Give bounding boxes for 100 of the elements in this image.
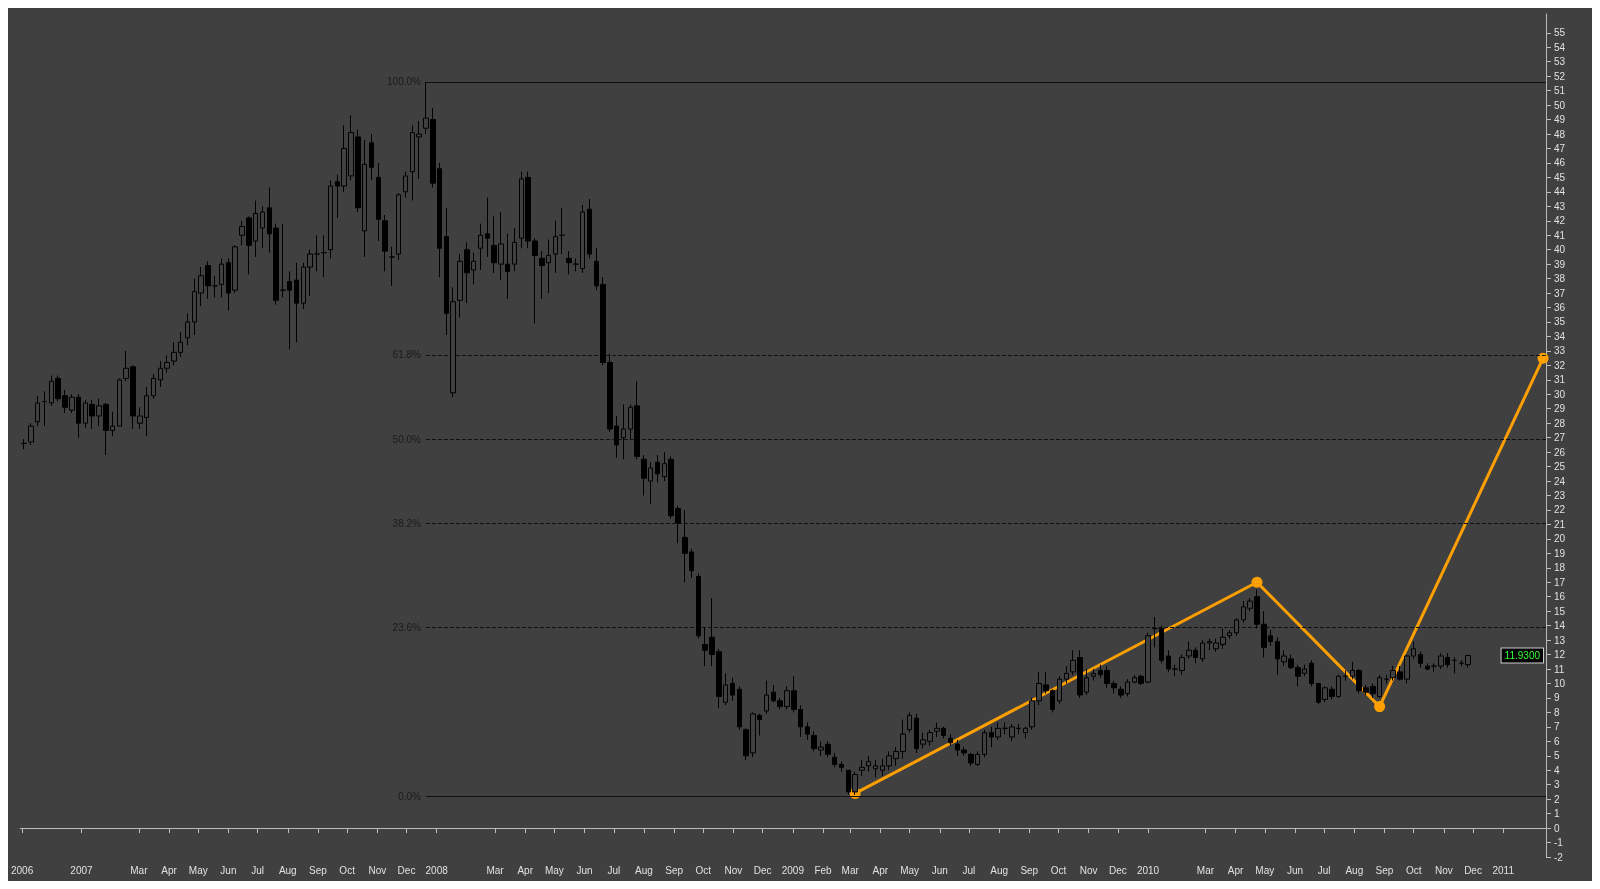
x-tick-label: 2011: [1492, 864, 1515, 876]
candlestick: [212, 275, 218, 298]
y-tick-label: 3: [1554, 779, 1560, 791]
candlestick: [1343, 669, 1348, 682]
candlestick: [328, 179, 333, 259]
x-tick-label: Jun: [1286, 864, 1303, 876]
y-tick-label: 45: [1554, 171, 1566, 183]
y-tick-label: 44: [1554, 186, 1566, 198]
y-tick-label: 46: [1554, 157, 1566, 169]
point: [1374, 701, 1386, 713]
x-tick-label: Jul: [607, 864, 621, 876]
x-tick-label: Dec: [397, 864, 416, 876]
x-tick-label: Oct: [695, 864, 712, 876]
x-tick-label: Aug: [278, 864, 297, 876]
y-tick-label: 9: [1554, 692, 1560, 704]
x-tick-label: Aug: [635, 864, 653, 876]
y-tick-label: 21: [1554, 518, 1566, 530]
candlestick: [553, 220, 558, 274]
y-tick-label: 26: [1554, 446, 1566, 458]
y-tick-label: 23: [1554, 490, 1566, 502]
y-tick-label: 50: [1554, 99, 1566, 111]
y-tick-label: 51: [1554, 85, 1566, 97]
x-tick-label: May: [188, 864, 208, 876]
x-tick-label: Aug: [1345, 864, 1364, 876]
y-tick-label: 16: [1554, 591, 1566, 603]
candlestick: [376, 162, 381, 242]
y-tick-label: 4: [1554, 764, 1560, 776]
y-tick-label: 14: [1554, 620, 1566, 632]
candlestick: [1234, 617, 1239, 637]
x-tick-label: Mar: [486, 864, 505, 876]
y-tick-label: 8: [1554, 706, 1560, 718]
x-tick-label: Jul: [251, 864, 265, 876]
candlestick: [1418, 651, 1423, 669]
x-tick-label: Feb: [814, 864, 833, 876]
y-tick-label: 25: [1554, 461, 1566, 473]
x-tick-label: May: [900, 864, 920, 876]
y-tick-label: 7: [1554, 721, 1560, 733]
y-tick-label: 55: [1554, 27, 1566, 39]
candlestick: [1023, 726, 1028, 739]
candlestick: [185, 312, 190, 346]
candlestick: [294, 262, 299, 343]
x-tick-label: 2010: [1136, 864, 1160, 876]
candlestick: [1166, 649, 1171, 673]
y-tick-label: 43: [1554, 200, 1566, 212]
x-tick-label: Nov: [724, 864, 743, 876]
candlestick: [805, 722, 810, 741]
y-tick-label: 15: [1554, 605, 1566, 617]
candlestick: [907, 711, 912, 734]
y-tick-label: 41: [1554, 229, 1566, 241]
candlestick: [873, 759, 878, 778]
y-tick-label: 1: [1554, 808, 1560, 820]
candlestick: [260, 205, 265, 249]
y-tick-label: 40: [1554, 244, 1566, 256]
candlestick: [117, 377, 122, 427]
candlestick: [730, 677, 735, 702]
candlestick: [1057, 675, 1062, 705]
y-tick-label: 32: [1554, 359, 1566, 371]
candlestick: [396, 192, 401, 261]
x-tick-label: Mar: [841, 864, 860, 876]
x-tick-label: Nov: [1079, 864, 1098, 876]
candlestick: [737, 685, 742, 731]
y-tick-label: 37: [1554, 287, 1566, 299]
candlestick: [948, 733, 953, 747]
y-tick-label: 33: [1554, 345, 1566, 357]
y-tick-label: 47: [1554, 142, 1566, 154]
x-tick-label: Sep: [1375, 864, 1394, 876]
y-tick-label: 24: [1554, 475, 1566, 487]
x-tick-label: Jul: [962, 864, 976, 876]
x-tick-label: Apr: [872, 864, 889, 876]
y-tick-label: 2: [1554, 793, 1560, 805]
candlestick: [1425, 662, 1430, 671]
x-tick-label: Aug: [990, 864, 1009, 876]
x-tick-label: Oct: [339, 864, 356, 876]
candlestick: [859, 759, 865, 777]
y-tick-label: 49: [1554, 114, 1566, 126]
x-tick-label: 2008: [425, 864, 449, 876]
candlestick: [369, 133, 374, 181]
y-tick-label: 30: [1554, 388, 1566, 400]
y-tick-label: 5: [1554, 750, 1560, 762]
x-tick-label: Apr: [161, 864, 178, 876]
candlestick: [485, 197, 490, 258]
y-tick-label: 0: [1554, 822, 1560, 834]
x-tick-label: Oct: [1405, 864, 1422, 876]
candlestick: [321, 234, 327, 278]
y-tick-label: 27: [1554, 432, 1566, 444]
x-tick-label: Apr: [1227, 864, 1245, 876]
x-tick-label: May: [1255, 864, 1275, 876]
candlestick: [764, 680, 769, 715]
x-tick-label: Sep: [665, 864, 684, 876]
x-tick-label: 2007: [70, 864, 94, 876]
y-tick-label: 52: [1554, 70, 1566, 82]
x-tick-label: Sep: [309, 864, 328, 876]
candlestick: [621, 403, 626, 460]
y-tick-label: 36: [1554, 302, 1566, 314]
candlestick: [655, 454, 660, 483]
x-tick-label: Dec: [1108, 864, 1127, 876]
x-tick-label: Nov: [368, 864, 387, 876]
y-tick-label: 54: [1554, 41, 1566, 53]
candlestick: [839, 761, 844, 773]
x-tick-label: Dec: [753, 864, 772, 876]
